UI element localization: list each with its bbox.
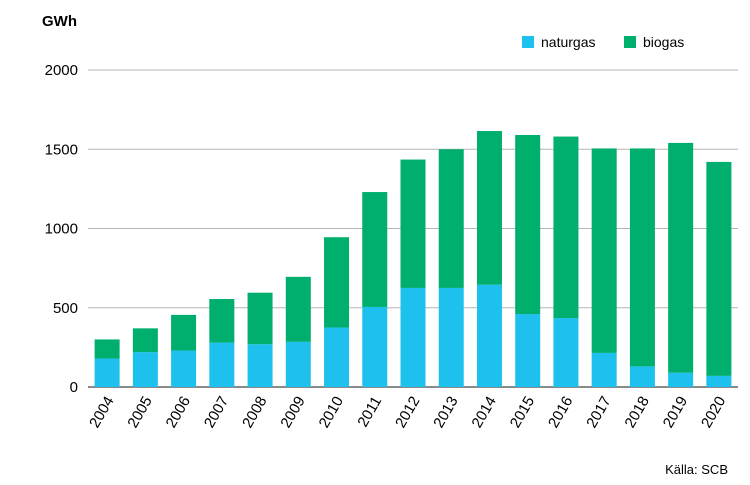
bar-biogas-2010 [324,237,350,328]
bar-biogas-2019 [668,142,694,373]
bar-biogas-2004 [94,339,120,359]
y-tick-label: 1000 [45,221,78,238]
legend-swatch-biogas [624,36,636,48]
bars [94,131,732,387]
x-tick-label: 2018 [621,394,652,431]
x-tick-label: 2010 [316,394,347,431]
bar-biogas-2014 [476,131,502,285]
x-tick-label: 2009 [277,394,308,431]
bar-naturgas-2005 [132,352,158,387]
bar-biogas-2017 [591,148,617,353]
bar-biogas-2015 [515,134,541,315]
bar-naturgas-2018 [629,366,655,387]
bar-biogas-2007 [209,299,235,343]
bar-naturgas-2019 [668,372,694,387]
x-tick-label: 2014 [469,394,500,431]
x-tick-label: 2019 [660,394,691,431]
bar-biogas-2011 [362,192,388,307]
bar-naturgas-2015 [515,314,541,387]
x-tick-label: 2017 [583,394,614,431]
x-tick-label: 2011 [354,394,385,430]
bar-biogas-2013 [438,149,464,288]
x-tick-label: 2006 [163,394,194,431]
bar-naturgas-2007 [209,342,235,387]
bar-biogas-2008 [247,292,273,345]
legend-label-biogas: biogas [643,34,684,50]
y-tick-label: 1500 [45,141,78,158]
y-tick-label: 2000 [45,62,78,79]
bar-biogas-2018 [629,148,655,367]
bar-biogas-2020 [706,161,732,376]
bar-biogas-2016 [553,136,579,319]
bar-naturgas-2011 [362,306,388,387]
bar-naturgas-2014 [476,284,502,387]
y-tick-label: 500 [53,300,78,317]
x-tick-label: 2020 [698,394,729,431]
x-tick-label: 2007 [201,394,232,431]
bar-naturgas-2016 [553,318,579,387]
x-tick-label: 2012 [392,394,423,431]
y-axis-ticks: 0 500 1000 1500 2000 [45,62,78,396]
bar-naturgas-2008 [247,344,273,387]
unit-label: GWh [42,13,77,30]
legend: naturgas biogas [522,34,684,50]
x-tick-label: 2015 [507,394,538,431]
bar-biogas-2006 [171,314,197,351]
bar-naturgas-2020 [706,375,732,387]
x-tick-label: 2005 [124,394,155,431]
x-tick-label: 2016 [545,394,576,431]
bar-naturgas-2004 [94,358,120,387]
legend-label-naturgas: naturgas [541,34,595,50]
x-tick-label: 2013 [430,394,461,431]
bar-biogas-2012 [400,159,426,288]
bar-naturgas-2017 [591,352,617,387]
bar-naturgas-2010 [324,327,350,387]
bar-naturgas-2012 [400,287,426,387]
bar-naturgas-2006 [171,350,197,387]
x-axis-ticks: 2004 2005 2006 2007 2008 2009 2010 2011 2012 2013… [86,394,729,431]
y-tick-label: 0 [70,379,78,396]
legend-swatch-naturgas [522,36,534,48]
x-tick-label: 2004 [86,394,117,431]
x-tick-label: 2008 [239,394,270,431]
bar-biogas-2005 [132,328,158,353]
bar-naturgas-2013 [438,287,464,387]
bar-naturgas-2009 [285,341,311,387]
source-note: Källa: SCB [665,462,728,477]
bar-biogas-2009 [285,276,311,342]
